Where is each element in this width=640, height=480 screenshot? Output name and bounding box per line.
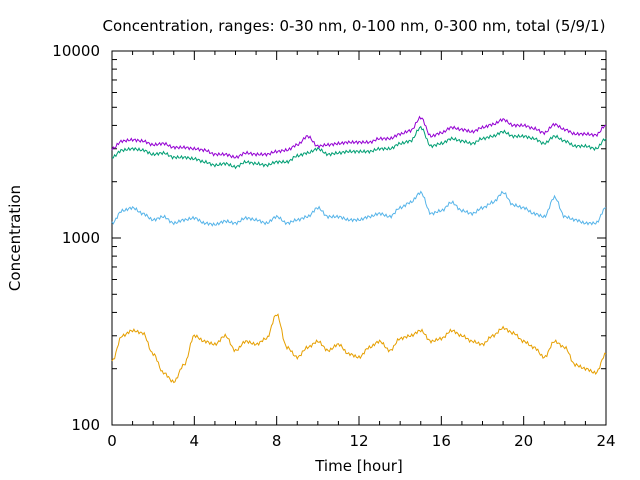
x-tick-label: 12	[349, 432, 368, 450]
y-tick-label: 100	[71, 416, 100, 434]
x-axis-title: Time [hour]	[314, 457, 403, 475]
plot-area-border	[111, 50, 607, 426]
series-line-2	[111, 190, 607, 227]
x-tick-label: 4	[190, 432, 200, 450]
chart-title: Concentration, ranges: 0-30 nm, 0-100 nm…	[103, 17, 606, 35]
series-line-1	[111, 313, 607, 384]
x-tick-label: 8	[272, 432, 282, 450]
y-tick-label: 1000	[62, 229, 100, 247]
x-tick-label: 0	[107, 432, 117, 450]
y-axis-title: Concentration	[6, 185, 24, 291]
x-tick-label: 16	[432, 432, 451, 450]
series-layer	[111, 115, 607, 384]
x-tick-label: 24	[596, 432, 615, 450]
y-tick-label: 10000	[52, 42, 100, 60]
series-line-3	[111, 125, 607, 170]
y-axis: 100 1000 10000	[52, 42, 606, 434]
series-line-4	[111, 115, 607, 160]
x-tick-label: 20	[514, 432, 533, 450]
x-axis: 0 4 8 12 16 20 24	[107, 51, 616, 450]
